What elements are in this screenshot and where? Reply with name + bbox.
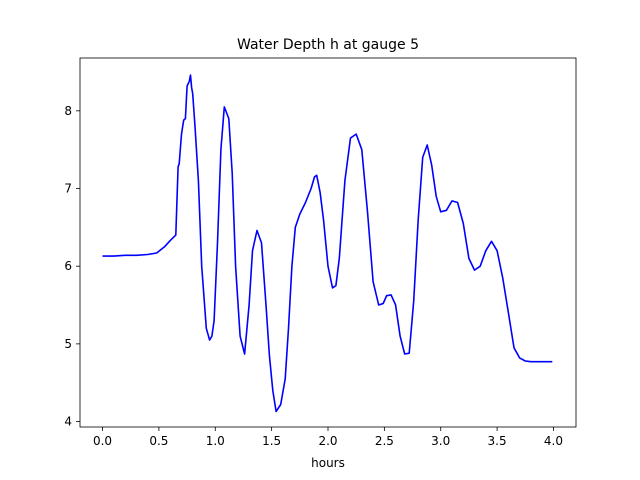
y-tick-label: 6 xyxy=(64,259,72,273)
x-axis-label: hours xyxy=(311,456,345,470)
x-tick-label: 0.0 xyxy=(93,434,112,448)
y-tick-label: 8 xyxy=(64,104,72,118)
x-tick-label: 3.0 xyxy=(431,434,450,448)
y-tick-label: 7 xyxy=(64,182,72,196)
plot-area xyxy=(80,58,576,427)
x-axis-ticks: 0.0 0.5 1.0 1.5 2.0 2.5 3.0 3.5 4.0 xyxy=(93,427,563,448)
x-tick-label: 4.0 xyxy=(544,434,563,448)
x-tick-label: 2.5 xyxy=(375,434,394,448)
chart-title: Water Depth h at gauge 5 xyxy=(237,37,419,53)
y-tick-label: 5 xyxy=(64,337,72,351)
plot-frame xyxy=(79,57,577,428)
x-tick-label: 3.5 xyxy=(488,434,507,448)
y-axis-ticks: 4 5 6 7 8 xyxy=(64,104,80,429)
series-line xyxy=(102,74,553,413)
x-tick-label: 1.0 xyxy=(206,434,225,448)
x-tick-label: 1.5 xyxy=(262,434,281,448)
y-tick-label: 4 xyxy=(64,415,72,429)
x-tick-label: 0.5 xyxy=(149,434,168,448)
x-tick-label: 2.0 xyxy=(318,434,337,448)
